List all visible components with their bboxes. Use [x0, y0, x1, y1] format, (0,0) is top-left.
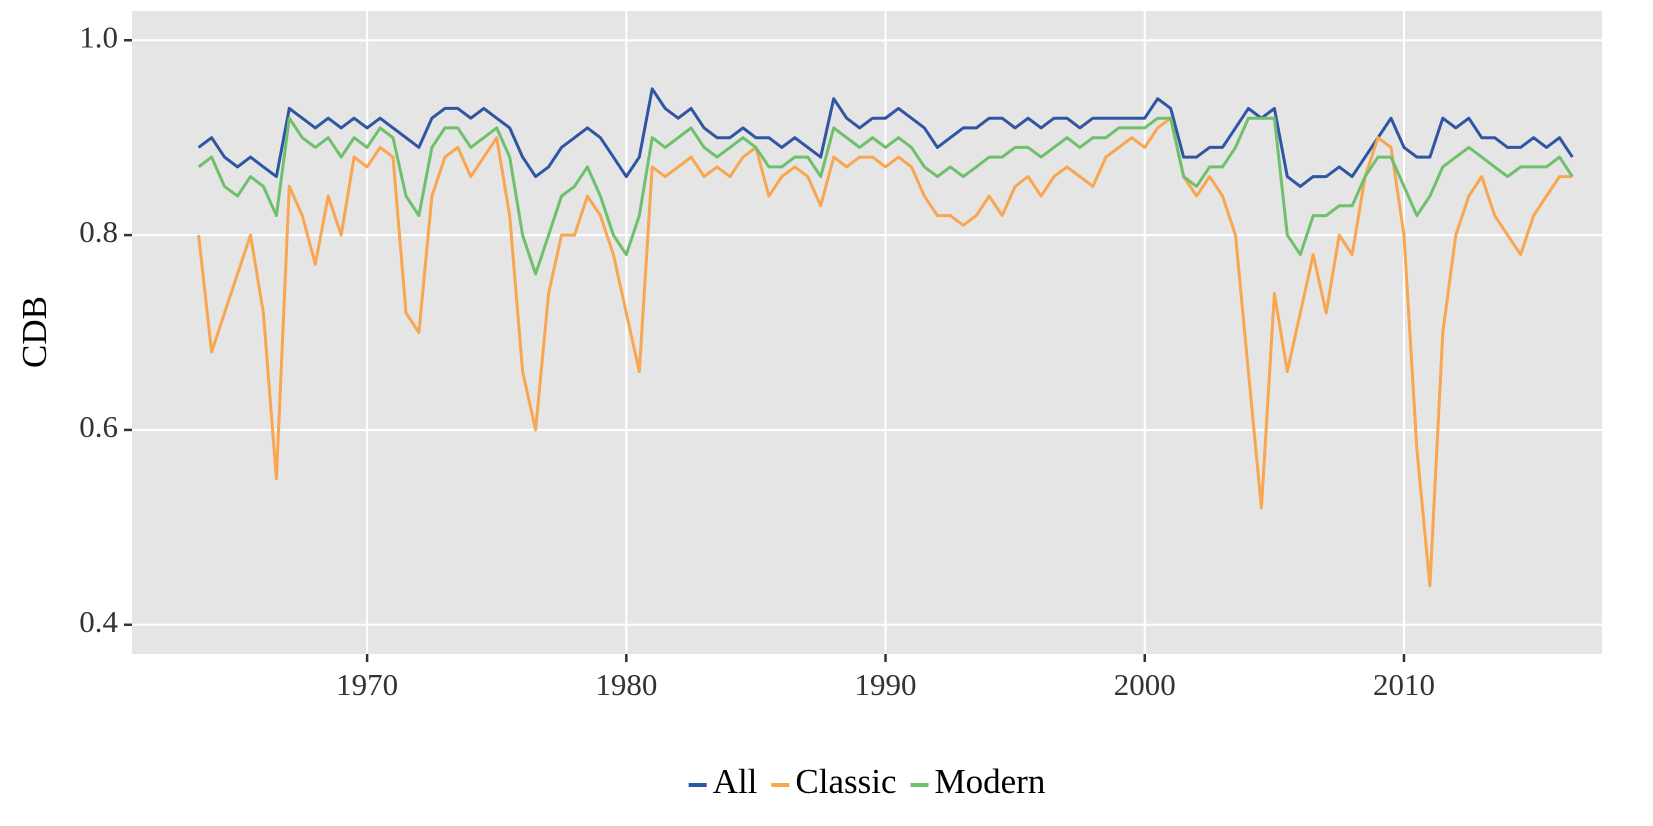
x-tick-label: 1980	[595, 667, 657, 702]
y-tick-label: 0.8	[79, 214, 118, 249]
legend-label: Classic	[795, 762, 896, 801]
legend-label: All	[713, 762, 758, 801]
y-tick-label: 0.4	[79, 604, 118, 639]
y-axis-label: CDB	[15, 296, 54, 368]
series-line	[197, 87, 1574, 188]
x-tick-label: 1990	[855, 667, 917, 702]
x-tick-label: 1970	[336, 667, 398, 702]
series-line	[197, 116, 1574, 276]
series-line	[197, 116, 1573, 588]
x-tick-label: 2010	[1373, 667, 1435, 702]
plot-panel	[132, 11, 1602, 654]
y-tick-label: 1.0	[79, 19, 118, 54]
legend-label: Modern	[935, 762, 1046, 801]
x-tick-label: 2000	[1114, 667, 1176, 702]
y-tick-label: 0.6	[79, 409, 118, 444]
